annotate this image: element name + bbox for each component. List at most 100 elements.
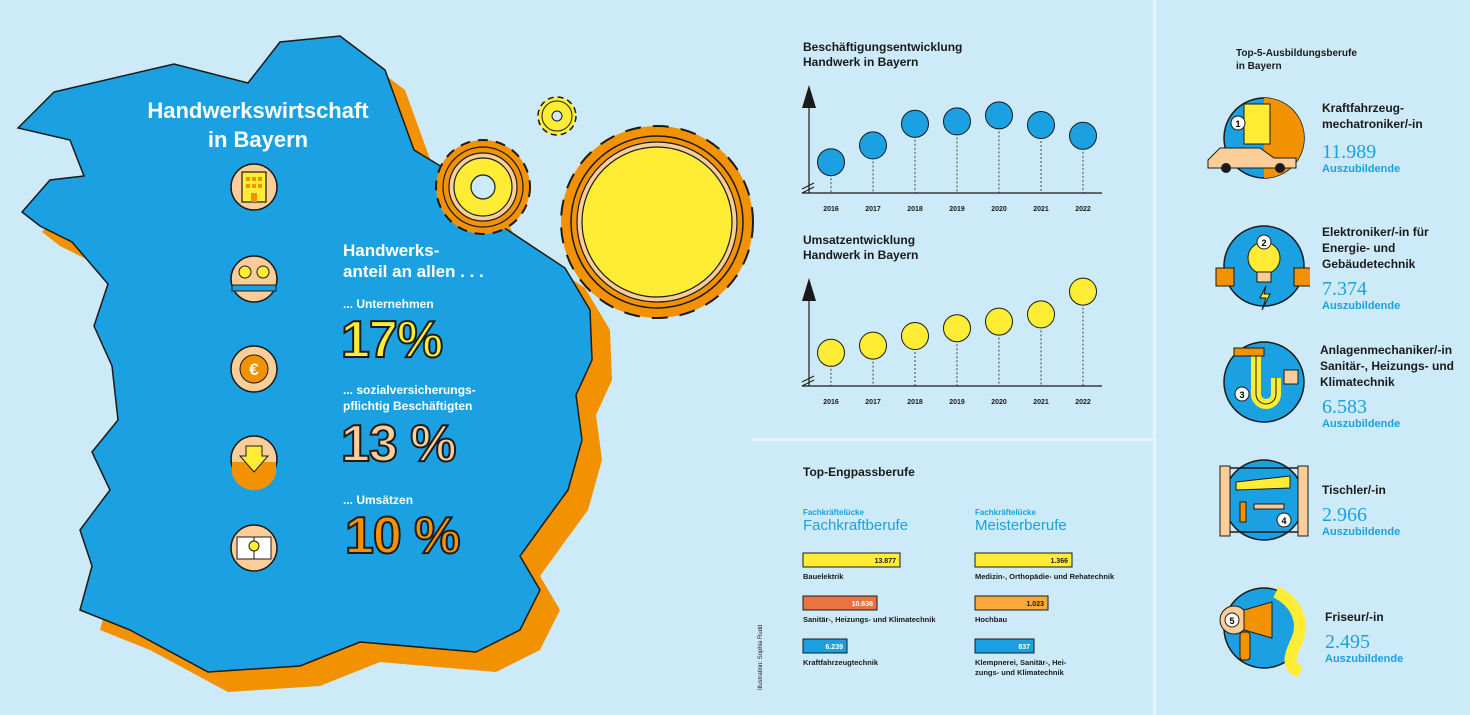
job-name: Elektroniker/-in für Energie- und Gebäud… xyxy=(1322,224,1462,272)
data-point xyxy=(1027,300,1055,329)
revenue-title-line-1: Umsatzentwicklung xyxy=(803,233,916,247)
job-name-line: Tischler/-in xyxy=(1322,483,1386,497)
job-name: Friseur/-in xyxy=(1325,609,1465,625)
axis-break xyxy=(801,182,815,190)
data-point xyxy=(943,107,971,136)
share-label-line-1: ... sozialversicherungs- xyxy=(343,383,476,397)
data-point xyxy=(817,338,845,367)
column-divider xyxy=(1153,0,1156,715)
job-name-line: Kraftfahrzeug- xyxy=(1322,101,1405,115)
share-label-employees: ... sozialversicherungs- pflichtig Besch… xyxy=(343,382,533,414)
job-value: 2.495 xyxy=(1325,631,1370,653)
top5-title-line-2: in Bayern xyxy=(1236,61,1282,72)
x-tick-label: 2022 xyxy=(1075,399,1091,406)
share-value-employees: 13 % xyxy=(340,415,458,473)
x-tick-label: 2021 xyxy=(1033,206,1049,213)
job-value: 2.966 xyxy=(1322,504,1367,526)
pipe-plumbing-icon: 3 xyxy=(1223,341,1305,423)
top5-title-line-1: Top-5-Ausbildungsberufe xyxy=(1236,48,1357,59)
axis-break xyxy=(801,375,815,383)
share-heading-line-2: anteil an allen . . . xyxy=(343,262,484,281)
x-tick-label: 2017 xyxy=(865,206,881,213)
share-label-line-1: ... Umsätzen xyxy=(343,493,414,507)
employment-title-line-1: Beschäftigungsentwicklung xyxy=(803,40,963,54)
svg-text:5: 5 xyxy=(1229,616,1234,626)
caption-big: Fachkraftberufe xyxy=(803,517,909,534)
share-heading-line-1: Handwerks- xyxy=(343,241,440,260)
job-name-line: Energie- und xyxy=(1322,241,1396,255)
data-point xyxy=(985,307,1013,336)
bar-label: Kraftfahrzeugtechnik xyxy=(803,658,879,667)
x-tick-label: 2020 xyxy=(991,399,1007,406)
job-unit: Auszubildende xyxy=(1322,526,1401,538)
caption-big: Meisterberufe xyxy=(975,517,1067,534)
caption-small: Fachkräftelücke xyxy=(975,508,1036,517)
job-value: 6.583 xyxy=(1322,396,1367,418)
job-name-line: Sanitär-, Heizungs- und xyxy=(1320,359,1455,373)
job-unit: Auszubildende xyxy=(1322,300,1401,312)
carpentry-tools-icon: 4 xyxy=(1219,459,1309,541)
top5-title: Top-5-Ausbildungsberufe in Bayern xyxy=(1236,47,1357,73)
group-caption-skilled: Fachkräftelücke Fachkraftberufe xyxy=(803,508,908,534)
arrow-down-icon xyxy=(230,435,278,491)
svg-text:4: 4 xyxy=(1281,516,1286,526)
bar-value-label: 6.239 xyxy=(825,644,843,651)
gear-medium-icon xyxy=(435,139,531,235)
title-line-2: in Bayern xyxy=(207,127,309,152)
group-caption-master: Fachkräftelücke Meisterberufe xyxy=(975,508,1067,534)
gear-small-icon xyxy=(537,96,577,136)
euro-icon: € xyxy=(230,345,278,393)
x-tick-label: 2018 xyxy=(907,206,923,213)
job-name-line: Elektroniker/-in für xyxy=(1322,225,1429,239)
shortage-bar-chart: 13.877 Bauelektrik 10.636 Sanitär-, Heizung… xyxy=(802,552,1115,677)
infographic-title: Handwerkswirtschaft in Bayern xyxy=(118,96,398,154)
axis-break xyxy=(801,186,815,194)
x-tick-label: 2019 xyxy=(949,399,965,406)
x-tick-label: 2016 xyxy=(823,399,839,406)
x-tick-label: 2016 xyxy=(823,206,839,213)
data-point xyxy=(817,148,845,177)
bar-value-label: 1.023 xyxy=(1026,601,1044,608)
bar-value-label: 837 xyxy=(1018,644,1030,651)
bar-label: Sanitär-, Heizungs- und Klimatechnik xyxy=(803,615,936,624)
share-value-companies: 17% xyxy=(340,311,444,369)
bar-value-label: 1.366 xyxy=(1050,558,1068,565)
x-tick-label: 2018 xyxy=(907,399,923,406)
lightbulb-electric-icon: 2 xyxy=(1215,225,1310,311)
data-point xyxy=(1027,111,1055,139)
revenue-title-line-2: Handwerk in Bayern xyxy=(803,248,919,262)
data-point xyxy=(985,101,1013,130)
bar xyxy=(974,552,1073,568)
book-lightbulb-icon xyxy=(230,524,278,572)
revenue-chart-title: Umsatzentwicklung Handwerk in Bayern xyxy=(803,233,1043,263)
data-point xyxy=(1069,121,1097,150)
row-divider xyxy=(752,438,1153,441)
job-name-line: Anlagenmechaniker/-in xyxy=(1320,343,1453,357)
workers-icon xyxy=(230,255,278,303)
bar-label: Medizin-, Orthopädie- und Rehatechnik xyxy=(975,572,1115,581)
job-unit: Auszubildende xyxy=(1322,418,1401,430)
axis-break xyxy=(801,379,815,387)
bavaria-map-illustration: € xyxy=(16,35,754,692)
data-point xyxy=(901,109,929,138)
hairdryer-icon: 5 xyxy=(1219,586,1306,678)
revenue-chart: 2016 2017 2018 2019 2020 2021 2022 xyxy=(801,277,1102,406)
top5-entry-2: Elektroniker/-in für Energie- und Gebäud… xyxy=(1322,224,1462,312)
building-icon xyxy=(230,163,278,211)
job-value: 7.374 xyxy=(1322,278,1367,300)
job-name-line: Friseur/-in xyxy=(1325,610,1384,624)
x-tick-label: 2017 xyxy=(865,399,881,406)
svg-text:1: 1 xyxy=(1235,119,1240,129)
bar-label: Klempnerei, Sanitär-, Hei- xyxy=(975,658,1067,667)
svg-text:2: 2 xyxy=(1261,238,1266,248)
top5-entry-1: Kraftfahrzeug- mechatroniker/-in 11.989 … xyxy=(1322,100,1462,175)
bar-label: zungs- und Klimatechnik xyxy=(975,668,1065,677)
employment-chart: 2016 2017 2018 2019 2020 2021 2022 xyxy=(801,85,1102,213)
bar xyxy=(974,638,1035,654)
bar-value-label: 10.636 xyxy=(852,601,874,608)
data-point xyxy=(859,331,887,360)
job-name-line: Gebäudetechnik xyxy=(1322,257,1416,271)
data-point xyxy=(859,131,887,160)
job-unit: Auszubildende xyxy=(1322,163,1401,175)
x-tick-label: 2021 xyxy=(1033,399,1049,406)
